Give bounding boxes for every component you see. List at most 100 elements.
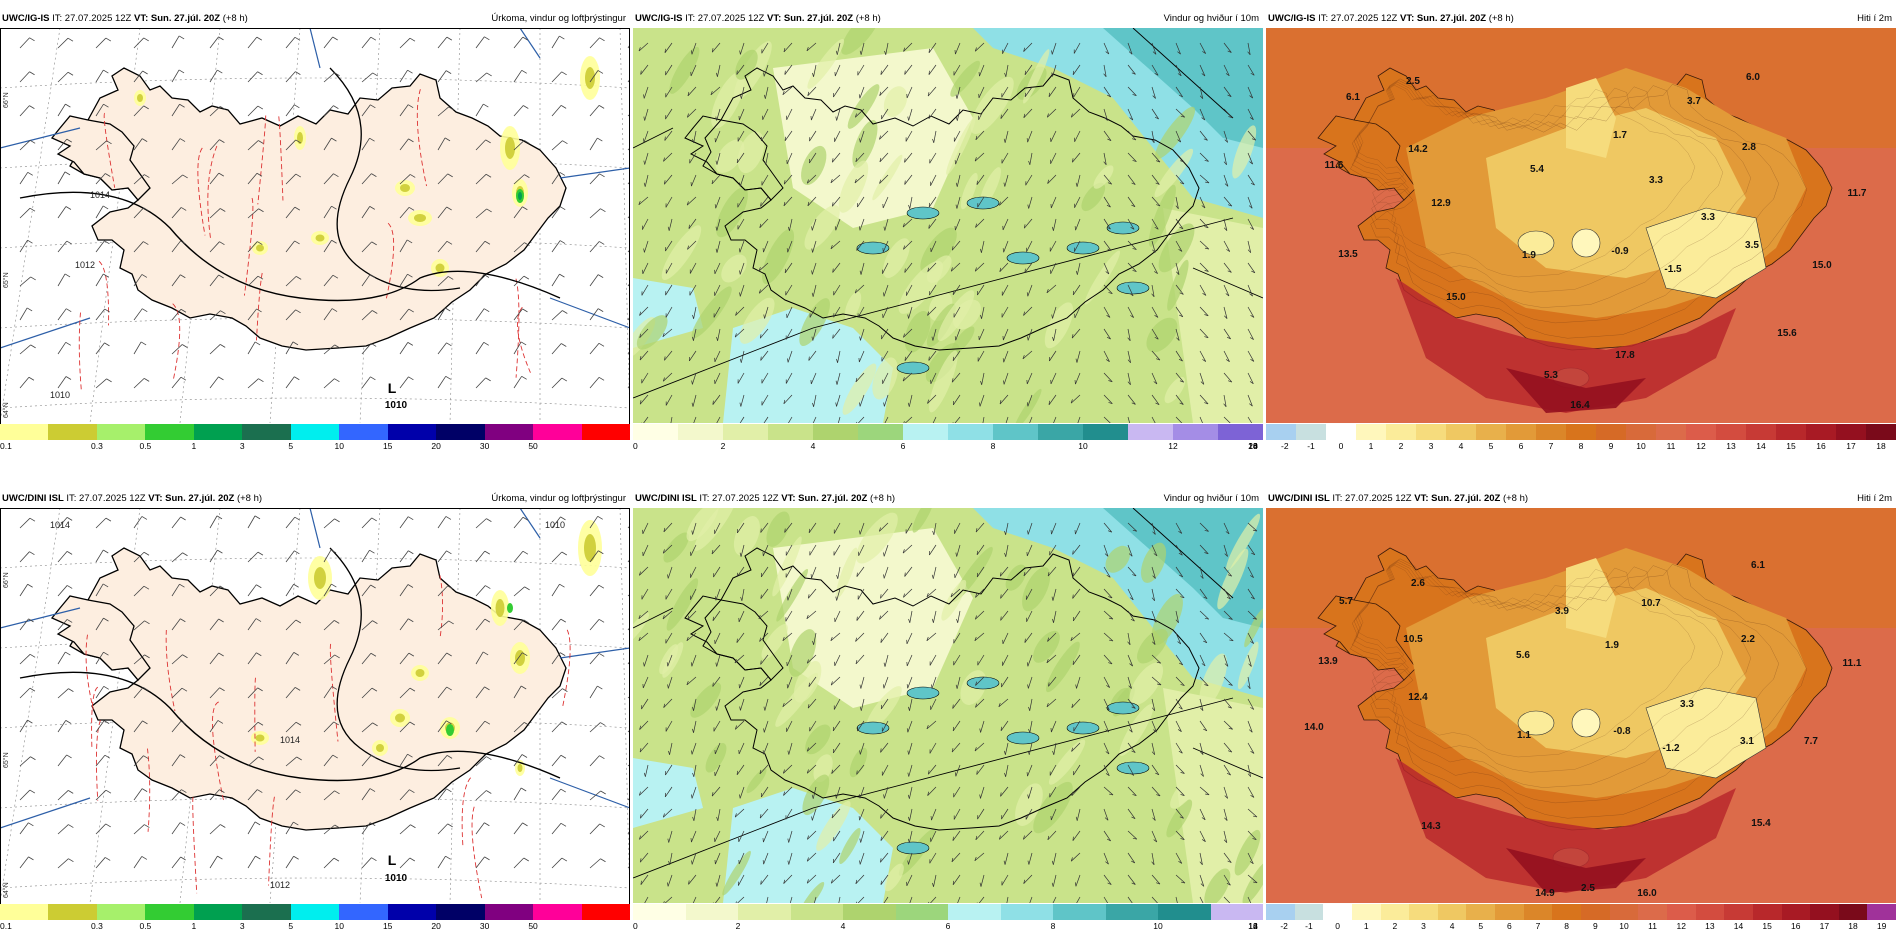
colorbar-tick-label: 7 <box>1548 441 1554 451</box>
temperature-value: 5.3 <box>1544 370 1558 381</box>
temperature-value: 13.5 <box>1338 249 1358 260</box>
colorbar-tick-label: 5 <box>1478 921 1484 931</box>
temperature-value: 10.7 <box>1641 598 1661 609</box>
colorbar-tick-label: 18 <box>1876 441 1886 451</box>
colorbar-tick-label: 10 <box>1153 921 1163 931</box>
colorbar-tick-label: 5 <box>288 921 294 931</box>
colorbar-tick-label: 17 <box>1846 441 1856 451</box>
lead-time: (+8 h) <box>236 493 263 504</box>
colorbar-tick-label: 18 <box>1248 441 1258 451</box>
model-name: UWC/IG-IS <box>2 13 50 24</box>
panel-title: Vindur og hviður í 10m <box>1163 493 1259 504</box>
temperature-value: 3.3 <box>1649 175 1663 186</box>
panel-header: UWC/DINI ISL IT: 27.07.2025 12Z VT: Sun.… <box>1266 490 1896 508</box>
colorbar-swatch <box>1083 424 1128 440</box>
colorbar-swatch <box>858 424 903 440</box>
model-name: UWC/IG-IS <box>635 13 683 24</box>
colorbar-swatch <box>1053 904 1106 920</box>
temperature-value: 1.9 <box>1605 640 1619 651</box>
colorbar-tick-label: 16 <box>1248 441 1258 451</box>
colorbar-swatch <box>1724 904 1753 920</box>
panel-title: Hiti í 2m <box>1857 493 1892 504</box>
colorbar-tick-label: 10 <box>334 921 344 931</box>
colorbar-swatch <box>339 904 388 920</box>
colorbar-ticks: 0 2 4 6 8 10 12 14 16 18 20 <box>633 441 1263 453</box>
colorbar-swatch <box>339 424 388 440</box>
colorbar-tick-label: 8 <box>1564 921 1570 931</box>
temperature-value: -0.9 <box>1611 246 1629 257</box>
colorbar-swatch <box>813 424 858 440</box>
temperature-value: 6.0 <box>1746 72 1760 83</box>
wind-map <box>633 28 1263 423</box>
colorbar-swatch <box>723 424 768 440</box>
colorbar-swatch <box>1416 424 1446 440</box>
latitude-label: 65°N <box>2 272 10 288</box>
colorbar-tick-label: 0.1 <box>0 441 12 451</box>
colorbar-tick-label: 0.5 <box>139 441 152 451</box>
colorbar-tick-label: 17 <box>1819 921 1830 931</box>
colorbar-tick-label: 6 <box>900 441 906 451</box>
colorbar-swatch <box>0 904 49 920</box>
init-time: IT: 27.07.2025 12Z <box>66 493 146 504</box>
colorbar-swatch <box>1752 904 1782 920</box>
colorbar-tick-label: 18 <box>1848 921 1858 931</box>
colorbar <box>0 904 631 920</box>
colorbar-swatch <box>533 904 582 920</box>
temperature-value: 10.5 <box>1403 634 1423 645</box>
colorbar-tick-label: 9 <box>1608 441 1614 451</box>
temperature-value: 2.5 <box>1581 883 1595 894</box>
colorbar-swatch <box>633 904 686 920</box>
colorbar-swatch <box>1296 424 1326 440</box>
colorbar-tick-label: 0.5 <box>139 921 152 931</box>
colorbar-tick-label: 3 <box>239 921 245 931</box>
colorbar-swatch <box>1266 424 1296 440</box>
latitude-label: 64°N <box>2 402 10 418</box>
colorbar-swatch <box>993 424 1038 440</box>
temperature-value: 17.8 <box>1615 350 1635 361</box>
isobar-label: 1014 <box>280 735 300 745</box>
colorbar-tick-label: 50 <box>528 441 538 451</box>
colorbar-swatch <box>790 904 843 920</box>
colorbar-swatch <box>1666 904 1696 920</box>
colorbar-tick-label: -1 <box>1307 441 1315 451</box>
colorbar-swatch <box>1173 424 1218 440</box>
latitude-label: 64°N <box>2 882 10 898</box>
colorbar-tick-label: -2 <box>1281 441 1289 451</box>
colorbar-swatch <box>1838 904 1868 920</box>
valid-time: Sun. 27.júl. 20Z <box>165 493 235 504</box>
panel-title: Vindur og hviður í 10m <box>1163 13 1259 24</box>
colorbar-swatch <box>678 424 723 440</box>
colorbar-tick-label: 4 <box>1458 441 1464 451</box>
temperature-value: 2.5 <box>1406 76 1420 87</box>
colorbar-swatch <box>685 904 738 920</box>
colorbar-tick-label: 5 <box>1488 441 1494 451</box>
panel-title: Úrkoma, vindur og loftþrýstingur <box>491 13 626 24</box>
colorbar-swatch <box>1000 904 1053 920</box>
colorbar-swatch <box>533 424 582 440</box>
wind-map <box>633 508 1263 903</box>
temperature-value: 3.9 <box>1555 606 1569 617</box>
colorbar-tick-label: 50 <box>528 921 538 931</box>
temperature-value: 7.7 <box>1804 736 1818 747</box>
colorbar-swatch <box>1294 904 1324 920</box>
colorbar-tick-label: 11 <box>1648 921 1657 931</box>
temperature-value: 2.6 <box>1411 578 1425 589</box>
colorbar-swatch <box>1466 904 1496 920</box>
temperature-value: 11.1 <box>1843 658 1862 669</box>
colorbar-tick-label: 16 <box>1791 921 1801 931</box>
colorbar-swatch <box>436 904 485 920</box>
colorbar-swatch <box>1596 424 1626 440</box>
colorbar-tick-label: 14 <box>1248 441 1258 451</box>
model-name: UWC/DINI ISL <box>1268 493 1330 504</box>
colorbar-swatch <box>843 904 896 920</box>
temperature-value: 16.0 <box>1637 888 1657 899</box>
temperature-value: 14.2 <box>1408 144 1428 155</box>
colorbar-tick-label: 3 <box>1421 921 1426 931</box>
colorbar-swatch <box>948 904 1001 920</box>
temperature-value: 1.1 <box>1517 730 1531 741</box>
temperature-value: 12.4 <box>1408 692 1428 703</box>
temperature-value: 16.4 <box>1570 400 1590 411</box>
colorbar-tick-label: 30 <box>479 441 490 451</box>
temperature-value: 14.3 <box>1421 821 1441 832</box>
colorbar-swatch <box>48 904 97 920</box>
